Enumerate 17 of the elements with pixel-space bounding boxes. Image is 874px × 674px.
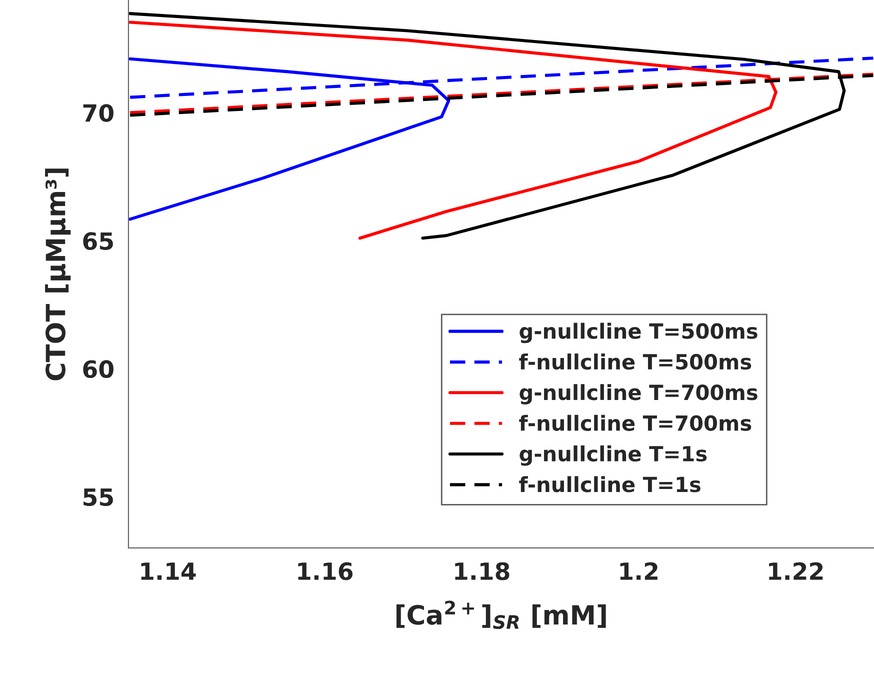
x-tick-label: 1.22 [769,562,823,580]
y-tick-label: 65 [83,232,113,250]
legend-label: f-nullcline T=1s [519,476,700,492]
legend-label: f-nullcline T=700ms [519,414,752,431]
y-tick-label: 60 [83,360,114,378]
legend-label: g-nullcline T=500ms [520,322,758,344]
x-axis-title: [Ca$^{2+}$]$_{SR}$ [mM] [396,600,606,630]
x-tick-label: 1.2 [620,562,658,580]
legend-label: g-nullcline T=1s [520,445,707,466]
legend-label: f-nullcline T=500ms [519,354,752,370]
x-tick-label: 1.14 [141,562,196,580]
y-tick-label: 55 [84,488,113,506]
y-axis-title: CTOT [μMμm³] [45,168,71,380]
x-tick-label: 1.18 [455,562,510,580]
x-tick-label: 1.16 [298,562,353,580]
legend-label: g-nullcline T=700ms [520,384,758,404]
y-tick-label: 70 [83,104,114,122]
